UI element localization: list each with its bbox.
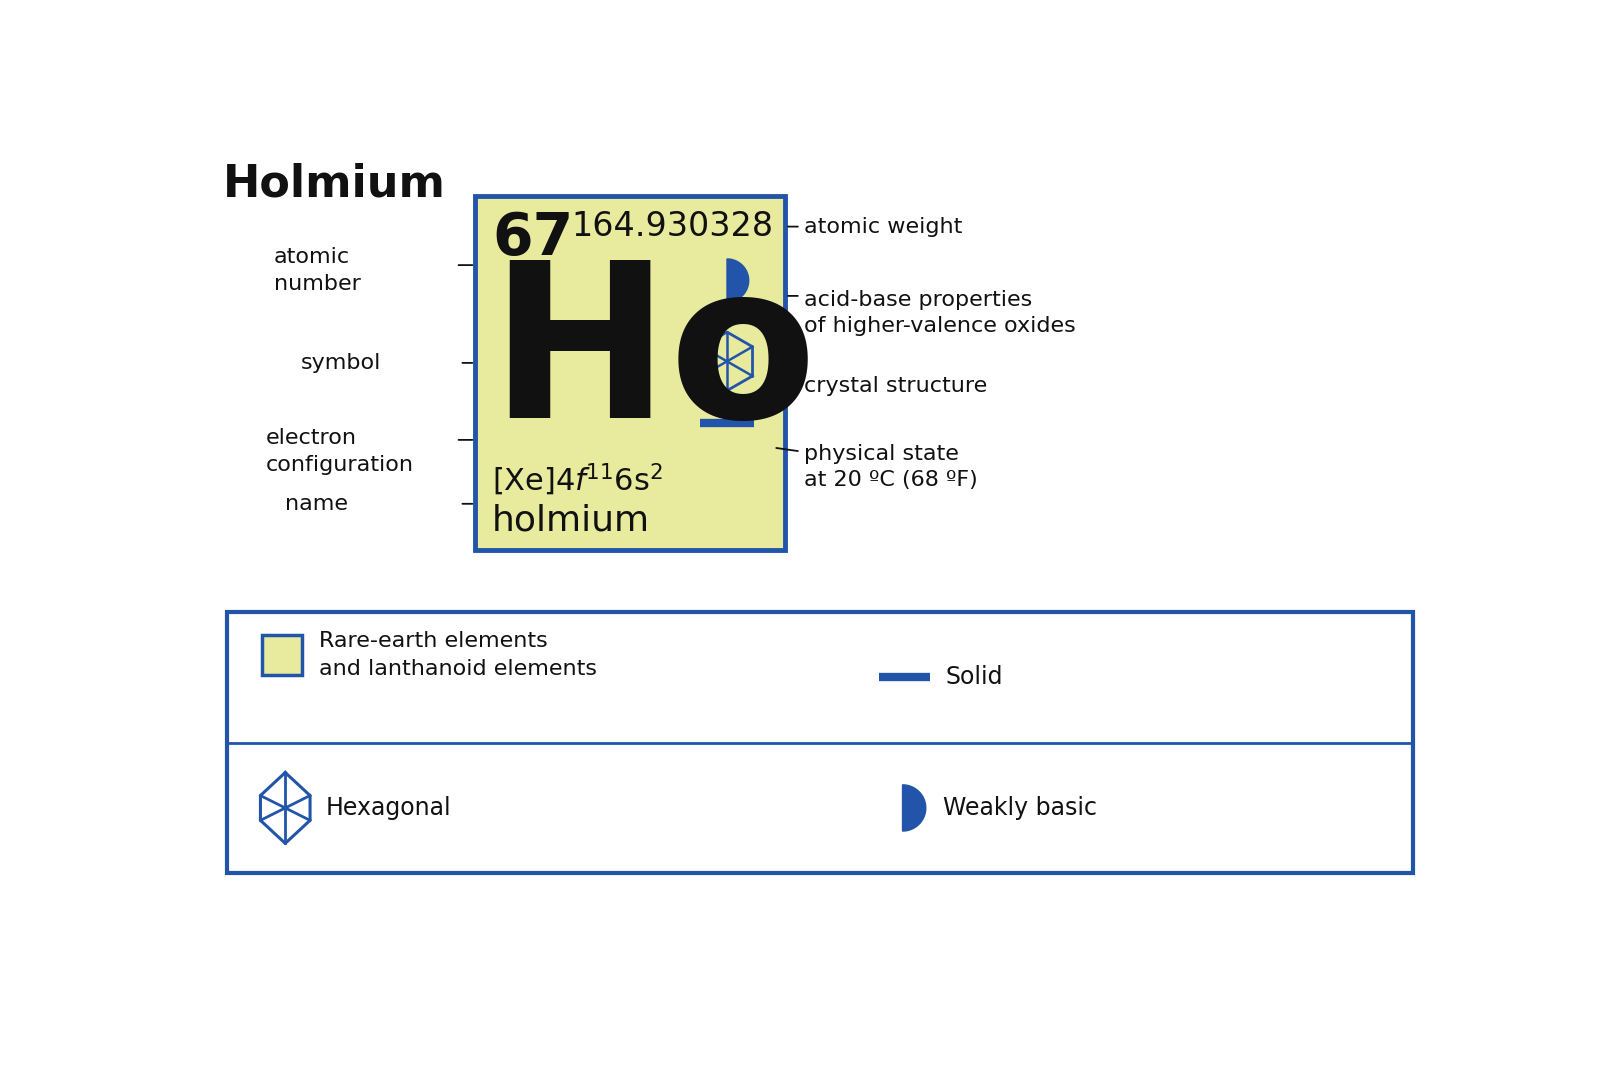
Text: Ho: Ho xyxy=(490,254,818,463)
Text: atomic
number: atomic number xyxy=(274,248,360,293)
Text: symbol: symbol xyxy=(301,353,381,372)
Text: Weakly basic: Weakly basic xyxy=(942,796,1098,819)
Text: Hexagonal: Hexagonal xyxy=(325,796,451,819)
FancyBboxPatch shape xyxy=(475,196,786,550)
Text: 164.930328: 164.930328 xyxy=(571,209,773,242)
Text: name: name xyxy=(285,494,349,514)
Text: Solid: Solid xyxy=(946,665,1003,689)
FancyBboxPatch shape xyxy=(262,635,302,674)
Text: physical state
at 20 ºC (68 ºF): physical state at 20 ºC (68 ºF) xyxy=(805,444,978,490)
Text: atomic weight: atomic weight xyxy=(805,217,963,237)
Polygon shape xyxy=(726,259,749,302)
Polygon shape xyxy=(902,785,926,831)
Text: crystal structure: crystal structure xyxy=(805,376,987,396)
Text: Holmium: Holmium xyxy=(224,162,446,206)
Text: acid-base properties
of higher-valence oxides: acid-base properties of higher-valence o… xyxy=(805,290,1077,336)
Text: electron
configuration: electron configuration xyxy=(266,428,414,475)
Text: 67: 67 xyxy=(493,209,573,267)
Text: [Xe]4$f$$^{11}$6s$^{2}$: [Xe]4$f$$^{11}$6s$^{2}$ xyxy=(493,461,662,497)
Text: holmium: holmium xyxy=(493,504,650,538)
FancyBboxPatch shape xyxy=(227,611,1413,874)
Text: Rare-earth elements
and lanthanoid elements: Rare-earth elements and lanthanoid eleme… xyxy=(320,631,597,679)
